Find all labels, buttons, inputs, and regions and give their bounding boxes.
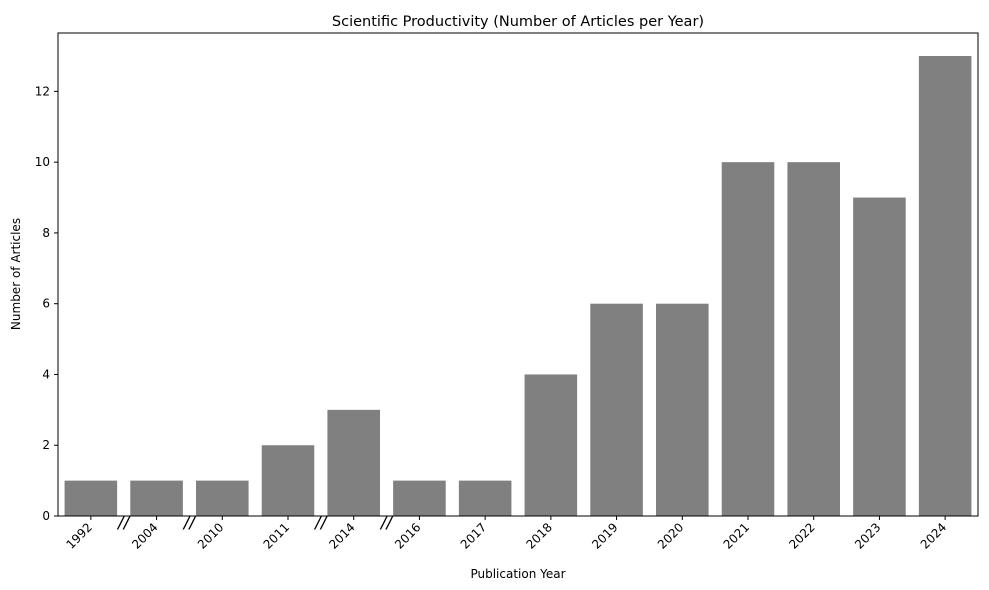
bar-2018: [524, 374, 578, 516]
y-tick-label-6: 6: [42, 297, 50, 311]
y-axis-label: Number of Articles: [9, 218, 23, 330]
bar-2023: [853, 197, 906, 517]
bar-2019: [590, 303, 643, 516]
y-tick-label-4: 4: [42, 367, 50, 381]
x-axis-label: Publication Year: [470, 567, 565, 581]
y-axis: 0 2 4 6 8 10 12: [35, 84, 58, 523]
bar-2010: [196, 480, 249, 516]
y-tick-label-10: 10: [35, 155, 50, 169]
axis-break-marker: //: [116, 513, 132, 533]
bar-2024: [918, 56, 972, 516]
axis-break-marker: //: [182, 513, 198, 533]
bar-2020: [656, 303, 709, 516]
y-tick-label-12: 12: [35, 84, 50, 98]
bar-1992: [64, 480, 118, 516]
bar-2004: [130, 480, 183, 516]
bar-2017: [458, 480, 512, 516]
bar-2021: [721, 162, 775, 516]
y-tick-label-2: 2: [42, 438, 50, 452]
bar-2022: [787, 162, 840, 516]
bar-2014: [327, 409, 380, 516]
bar-2016: [393, 480, 446, 516]
bar-2011: [261, 445, 315, 516]
plot-frame: [57, 32, 979, 517]
chart-title: Scientific Productivity (Number of Artic…: [332, 14, 704, 30]
bars-group: [64, 56, 972, 517]
y-tick-label-0: 0: [42, 509, 50, 523]
axis-break-marker: //: [379, 513, 395, 533]
y-tick-label-8: 8: [42, 226, 50, 240]
axis-break-marker: //: [313, 513, 329, 533]
